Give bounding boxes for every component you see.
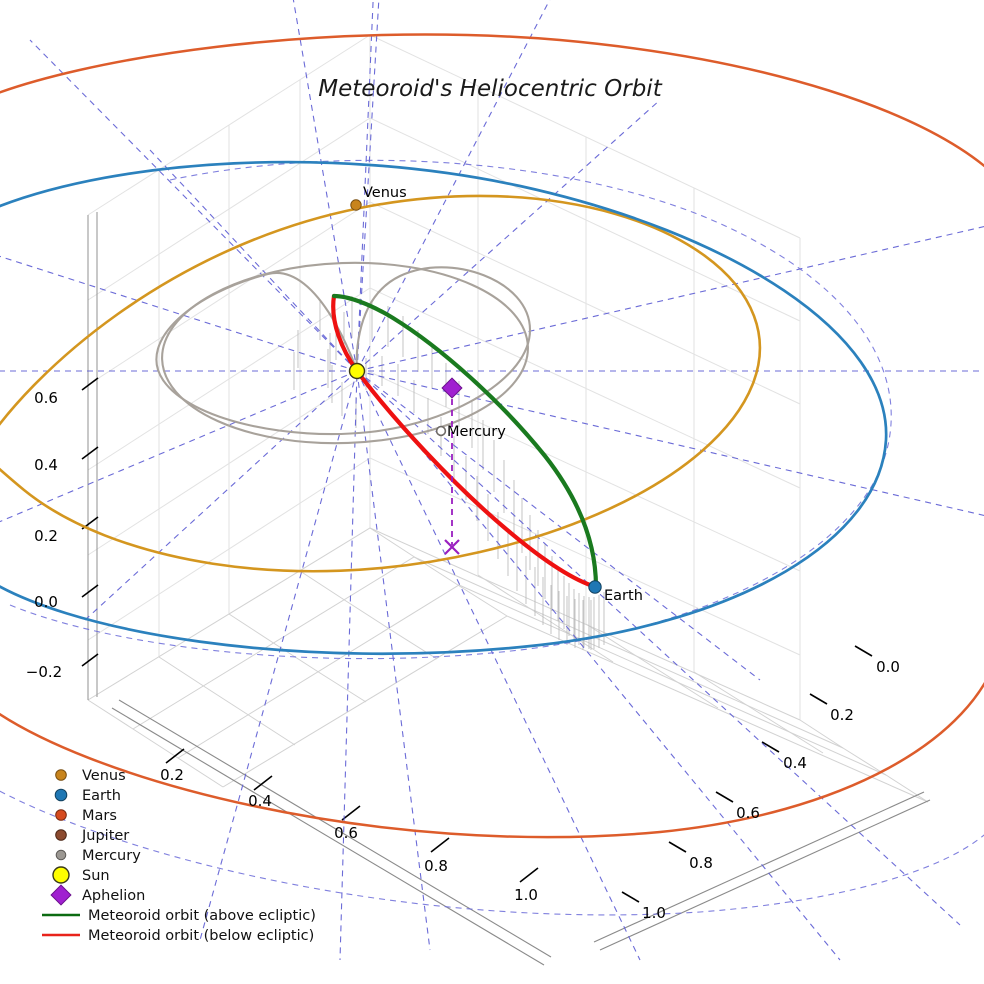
- venus-orbit: [0, 194, 762, 573]
- legend-item-venus[interactable]: Venus: [55, 768, 126, 784]
- legend-label: Earth: [82, 788, 121, 804]
- z-tick-label: 0.2: [34, 527, 58, 545]
- meteoroid-orbit-below-ecliptic: [331, 293, 599, 590]
- legend-label: Meteoroid orbit (below ecliptic): [88, 928, 314, 944]
- earth-orbit-projection: [9, 159, 892, 660]
- mars-legend-icon: [55, 809, 67, 821]
- legend-item-mercury[interactable]: Mercury: [55, 848, 141, 864]
- sun-legend-icon: [52, 866, 70, 884]
- z-tick-label: 0.0: [34, 593, 58, 611]
- legend-item-meteoroid-above[interactable]: Meteoroid orbit (above ecliptic): [42, 908, 316, 924]
- z-tick-label: 0.4: [34, 456, 58, 474]
- earth-orbit: [0, 160, 888, 656]
- mars-orbit-upper: [0, 33, 984, 168]
- ecliptic-projection-dashed: [0, 159, 984, 916]
- legend-label: Mars: [82, 808, 117, 824]
- z-tick-label: 0.6: [34, 389, 58, 407]
- legend-label: Mercury: [82, 848, 141, 864]
- mercury-legend-icon: [55, 849, 67, 861]
- sun-marker: [348, 362, 366, 380]
- legend-label: Jupiter: [81, 828, 129, 844]
- aphelion-marker: [441, 377, 463, 399]
- mars-orbit: [0, 681, 984, 839]
- aphelion-legend-icon: [50, 884, 72, 906]
- mercury-orbit-ellipse: [161, 261, 529, 445]
- axis-spines: [87, 212, 931, 966]
- legend-label: Sun: [82, 868, 110, 884]
- x-tick-label: 0.8: [424, 857, 448, 875]
- x-tick-label: 1.0: [514, 886, 538, 904]
- page-title: Meteoroid's Heliocentric Orbit: [318, 76, 662, 102]
- x-axis-spine: [111, 707, 545, 966]
- x-axis-tick-labels: 0.2 0.4 0.6 0.8 1.0: [160, 766, 538, 904]
- mercury-label: Mercury: [447, 424, 506, 440]
- pane-floor: [87, 527, 929, 803]
- venus-legend-icon: [55, 769, 67, 781]
- x-tick-label: 0.6: [334, 824, 358, 842]
- y-tick-label: 0.0: [876, 658, 900, 676]
- y-tick-label: 1.0: [642, 904, 666, 922]
- outer-ecliptic-projection: [0, 790, 984, 916]
- venus-label: Venus: [363, 185, 407, 201]
- x-axis-spine-2: [118, 699, 552, 958]
- mercury-marker: [435, 425, 447, 437]
- legend-label: Venus: [82, 768, 126, 784]
- legend-item-jupiter[interactable]: Jupiter: [55, 828, 130, 844]
- legend-label: Aphelion: [82, 888, 145, 904]
- earth-label: Earth: [604, 588, 643, 604]
- axes-pane-grid: [87, 34, 929, 803]
- legend: Venus Earth Mars Jupiter: [42, 768, 316, 944]
- legend-item-aphelion[interactable]: Aphelion: [50, 884, 145, 906]
- earth-legend-icon: [54, 788, 68, 802]
- y-axis-spine-2: [593, 791, 925, 943]
- y-tick-label: 0.4: [783, 754, 807, 772]
- y-axis-spine: [599, 799, 931, 951]
- aphelion-foot-x-marker: [444, 539, 460, 555]
- pane-right-wall: [369, 34, 801, 720]
- legend-item-sun[interactable]: Sun: [52, 866, 110, 884]
- z-tick-label: −0.2: [26, 663, 62, 681]
- legend-item-earth[interactable]: Earth: [54, 788, 121, 804]
- axis-tick-marks: [81, 377, 873, 903]
- y-tick-label: 0.8: [689, 854, 713, 872]
- legend-label: Meteoroid orbit (above ecliptic): [88, 908, 316, 924]
- x-tick-label: 0.4: [248, 792, 272, 810]
- y-tick-label: 0.2: [830, 706, 854, 724]
- radial-dashed-lines: [0, 0, 984, 961]
- meteoroid-orbit-above-ecliptic: [331, 293, 599, 590]
- jupiter-legend-icon: [55, 829, 67, 841]
- earth-marker: [588, 580, 602, 594]
- y-axis-tick-labels: 0.0 0.2 0.4 0.6 0.8 1.0: [642, 658, 900, 922]
- legend-item-meteoroid-below[interactable]: Meteoroid orbit (below ecliptic): [42, 928, 314, 944]
- z-axis-tick-labels: 0.6 0.4 0.2 0.0 −0.2: [26, 389, 62, 681]
- y-tick-label: 0.6: [736, 804, 760, 822]
- x-tick-label: 0.2: [160, 766, 184, 784]
- legend-item-mars[interactable]: Mars: [55, 808, 117, 824]
- venus-marker: [350, 199, 362, 211]
